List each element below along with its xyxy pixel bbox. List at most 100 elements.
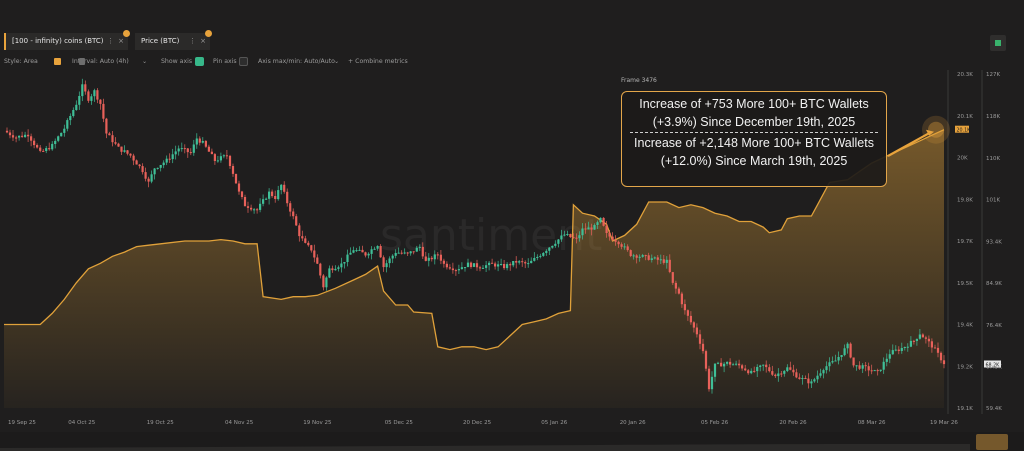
price-candle [45,146,48,154]
price-candle [876,368,879,376]
expand-button[interactable] [990,35,1006,51]
price-candle [563,230,566,237]
color-swatch-icon[interactable] [54,58,61,65]
price-candle [789,361,792,371]
price-candle [939,351,943,364]
more-icon[interactable]: ⋮ [189,37,196,45]
x-tick-label: 08 Mar 26 [858,420,886,426]
range-handle[interactable] [976,434,1008,450]
price-candle [219,152,222,163]
price-candle [108,131,111,136]
price-candle [295,213,298,226]
pin-axis-toggle[interactable] [239,57,248,66]
price-candle [713,363,717,382]
wallets-area-fill [4,129,944,408]
price-candle [105,117,108,139]
price-candle [551,245,554,249]
price-candle [608,229,611,241]
price-candle [475,259,479,271]
price-candle [183,144,186,154]
price-candle [69,113,72,126]
price-candle [659,254,662,264]
timeline-scrollbar[interactable] [0,432,1024,451]
price-candle [888,349,891,364]
combine-metrics-button[interactable]: + Combine metrics [348,58,408,65]
price-candle [228,154,232,169]
y1-current-tag [955,125,969,133]
style-selector[interactable]: Style: Area [4,58,38,65]
price-candle [382,255,385,272]
callout-line-4: (+12.0%) Since March 19th, 2025 [660,154,848,168]
close-icon[interactable]: × [118,37,124,45]
price-candle [162,160,165,169]
price-candle [63,124,66,137]
metric-tab-wallets[interactable]: [100 - infinity) coins (BTC) ⋮ × [4,33,128,50]
price-candle [24,131,27,138]
price-candle [771,365,774,376]
axis-dropdown-icon[interactable]: ⌄ [334,58,340,65]
y2-tick-label: 101K [986,198,1000,204]
price-candle [204,140,207,148]
price-candle [21,131,24,138]
price-candle [421,242,424,259]
price-candle [36,143,39,149]
price-candle [39,145,42,153]
price-candle [548,247,551,255]
y1-tick-label: 20.1K [957,114,973,120]
price-candle [141,163,144,175]
price-candle [578,231,581,242]
price-candle [231,163,235,177]
interval-dropdown-icon[interactable]: ⌄ [142,58,148,65]
price-candle [30,133,33,147]
price-candle [816,370,819,383]
price-candle [849,342,852,359]
close-icon[interactable]: × [200,37,206,45]
price-candle [319,262,322,279]
y2-tick-label: 59.4K [986,406,1002,412]
more-icon[interactable]: ⋮ [107,37,114,45]
price-candle [240,190,244,200]
price-candle [75,100,78,111]
price-candle [623,243,626,250]
price-candle [942,355,946,369]
price-candle [439,250,442,265]
price-candle [494,261,497,270]
price-candle [445,261,448,270]
price-candle [460,262,463,270]
show-axis-toggle[interactable] [195,57,204,66]
price-candle [427,253,430,267]
chart-area[interactable]: santiment 20.3K 20.1K 20K 19.8K 19.7K 19.5K 19… [0,70,1024,432]
metric-tab-price[interactable]: Price (BTC) ⋮ × [135,33,210,50]
y2-current-tag-label: 68.2K [986,362,1001,368]
price-candle [575,233,578,244]
price-candle [313,244,316,263]
price-candle [692,321,695,333]
price-candle [491,258,494,264]
price-candle [653,256,656,260]
price-candle [744,364,747,372]
notification-dot-icon [123,30,130,37]
price-candle [367,252,370,259]
y1-tick-label: 20.3K [957,72,973,78]
price-candle [912,339,915,345]
price-candle [750,368,753,375]
price-candle [153,168,156,180]
price-candle [933,344,937,349]
x-tick-label: 19 Nov 25 [303,420,332,426]
price-candle [42,148,45,152]
price-candle [48,142,51,151]
y2-tick-label: 118K [986,114,1000,120]
y2-tick-label: 84.9K [986,281,1002,287]
price-candle [102,98,105,123]
price-candle [620,242,623,250]
price-candle [234,173,238,184]
price-candle [674,280,677,294]
price-candle [602,217,605,227]
price-candle [90,93,93,105]
price-candle [512,261,515,268]
price-candle [927,335,930,347]
y2-tick-label: 93.4K [986,240,1002,246]
interval-selector[interactable]: Interval: Auto (4h) [72,58,129,65]
axis-range-selector[interactable]: Axis max/min: Auto/Auto [258,58,335,65]
price-candle [195,133,198,149]
